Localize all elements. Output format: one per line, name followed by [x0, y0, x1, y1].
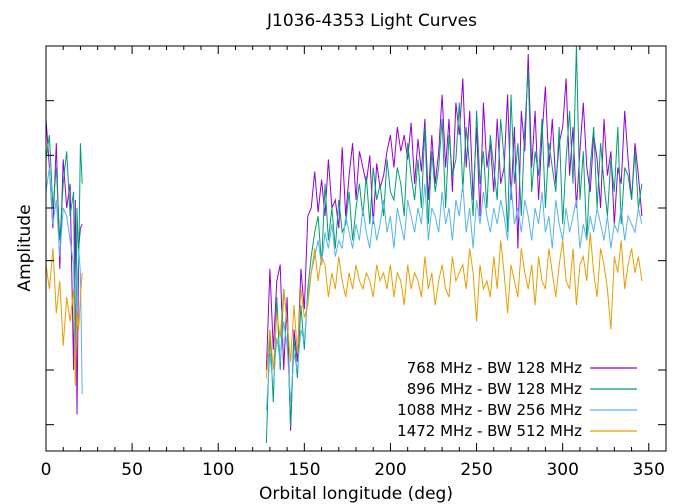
- x-tick-label: 350: [633, 460, 665, 480]
- x-tick-label: 300: [546, 460, 578, 480]
- x-tick-labels: 0 50 100 150 200 250 300 350: [41, 460, 665, 480]
- series-line-3-segment-1: [265, 232, 643, 379]
- series-line-2-segment-1: [265, 183, 643, 411]
- chart-title: J1036-4353 Light Curves: [266, 11, 477, 31]
- series-line-2-segment-0: [45, 167, 83, 395]
- legend-label: 1472 MHz - BW 512 MHz: [397, 422, 582, 440]
- x-tick-label: 0: [41, 460, 52, 480]
- x-tick-label: 250: [460, 460, 492, 480]
- legend-label: 768 MHz - BW 128 MHz: [407, 359, 582, 377]
- x-tick-label: 50: [121, 460, 143, 480]
- axis-ticks: [45, 46, 666, 451]
- x-tick-label: 150: [288, 460, 320, 480]
- legend-label: 1088 MHz - BW 256 MHz: [397, 401, 582, 419]
- plot-lines: [45, 45, 643, 443]
- x-axis-label: Orbital longitude (deg): [259, 484, 453, 504]
- series-line-1-segment-1: [265, 45, 643, 443]
- legend: 768 MHz - BW 128 MHz 896 MHz - BW 128 MHz…: [397, 359, 637, 440]
- series-line-0-segment-0: [45, 118, 83, 415]
- y-axis-label: Amplitude: [15, 204, 35, 291]
- x-tick-label: 200: [374, 460, 406, 480]
- legend-label: 896 MHz - BW 128 MHz: [407, 380, 582, 398]
- series-line-3-segment-0: [45, 248, 83, 387]
- x-tick-label: 100: [202, 460, 234, 480]
